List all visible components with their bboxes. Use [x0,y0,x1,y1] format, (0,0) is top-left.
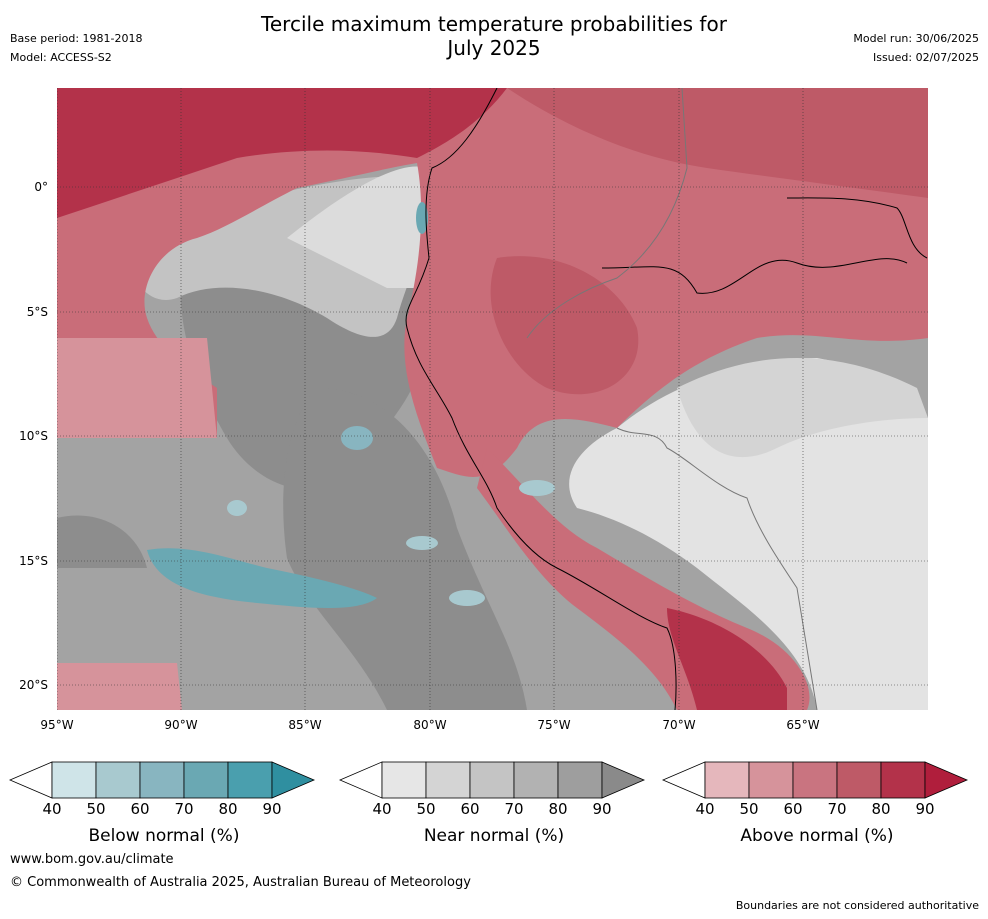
colorbar-near-segment [469,761,515,799]
lat-label-15s: 15°S [19,554,48,568]
river-north [786,197,928,259]
footer-url: www.bom.gov.au/climate [10,852,174,867]
model-label: Model: ACCESS-S2 [10,51,112,64]
near-normal-40-region-bolivia [569,358,928,710]
country-border-2 [616,427,818,710]
colorbar-near-tick: 50 [416,800,436,818]
above-normal-80-region [507,88,928,198]
base-period-label: Base period: 1981-2018 [10,32,143,45]
colorbar-below-tick: 50 [86,800,106,818]
above-normal-80-region-peru [490,256,639,395]
colorbar-near-title: Near normal (%) [423,826,565,846]
colorbar-below-tick: 60 [130,800,150,818]
issued-label: Issued: 02/07/2025 [872,51,979,64]
colorbar-near-segment [513,761,559,799]
colorbar-above-segment [792,761,838,799]
above-normal-60-region-west [57,338,217,438]
colorbar-near-tick: 80 [548,800,568,818]
colorbar-near-tick: 70 [504,800,524,818]
colorbar-above-tick: 50 [739,800,759,818]
near-normal-50-region-bolivia [677,358,928,458]
lat-label-20s: 20°S [19,678,48,692]
colorbar-above-segment [704,761,750,799]
colorbar-above-segment [748,761,794,799]
below-normal-50-region-2 [406,536,438,550]
lon-label-65w: 65°W [786,718,820,732]
colorbar-below-segment [95,761,141,799]
lon-label-85w: 85°W [288,718,322,732]
colorbar-above-tick: 70 [827,800,847,818]
colorbar-near [338,761,646,799]
colorbar-above-tick: 90 [915,800,935,818]
colorbar-below-segment [183,761,229,799]
colorbar-below-title: Below normal (%) [88,826,240,846]
colorbar-near-segment [557,761,603,799]
colorbar-near-segment [381,761,427,799]
near-normal-90-region-south [283,388,527,710]
colorbar-below-tick: 80 [218,800,238,818]
colorbar-above-segment [880,761,926,799]
below-normal-70-region [147,548,377,608]
lon-label-90w: 90°W [164,718,198,732]
near-normal-40-region [287,166,437,288]
lat-label-5s: 5°S [26,305,48,319]
lon-label-70w: 70°W [662,718,696,732]
colorbar-near-tick: 40 [372,800,392,818]
colorbar-above-segment [836,761,882,799]
colorbar-below-segment [227,761,273,799]
model-run-label: Model run: 30/06/2025 [853,32,979,45]
colorbar-near-tick: 60 [460,800,480,818]
map-title: Tercile maximum temperature probabilitie… [0,12,988,60]
colorbar-near-tick: 90 [592,800,612,818]
below-normal-50-region-4 [519,480,555,496]
graticule [57,88,928,710]
above-normal-90-region [57,88,507,218]
near-normal-90-region-west [57,515,147,568]
below-normal-70-region-coast [416,202,428,234]
lon-label-75w: 75°W [537,718,571,732]
colorbar-above-title: Above normal (%) [740,826,894,846]
colorbar-above-tick: 80 [871,800,891,818]
colorbar-below-segment [139,761,185,799]
above-normal-60-region-sw [57,663,182,710]
colorbar-above-tick: 60 [783,800,803,818]
map-title-line1: Tercile maximum temperature probabilitie… [261,12,727,36]
footer-copyright: © Commonwealth of Australia 2025, Austra… [10,875,471,890]
below-normal-50-region [227,500,247,516]
below-normal-60-region [341,426,373,450]
lon-label-95w: 95°W [40,718,74,732]
amazon-river [601,258,908,294]
lat-label-10s: 10°S [19,429,48,443]
coastline [405,88,677,710]
colorbar-below-tick: 70 [174,800,194,818]
colorbar-above-tick: 40 [695,800,715,818]
lat-label-0: 0° [34,180,48,194]
map-title-line2: July 2025 [447,36,541,60]
probability-map [57,88,928,710]
colorbar-near-segment [425,761,471,799]
colorbar-below-tick: 90 [262,800,282,818]
above-normal-90-region-altiplano [667,608,787,710]
colorbar-below-tick: 40 [42,800,62,818]
colorbar-below [8,761,316,799]
colorbar-above [661,761,969,799]
lon-label-80w: 80°W [413,718,447,732]
footer-note: Boundaries are not considered authoritat… [735,899,979,912]
below-normal-50-region-3 [449,590,485,606]
country-border [526,88,688,339]
colorbar-below-segment [51,761,97,799]
